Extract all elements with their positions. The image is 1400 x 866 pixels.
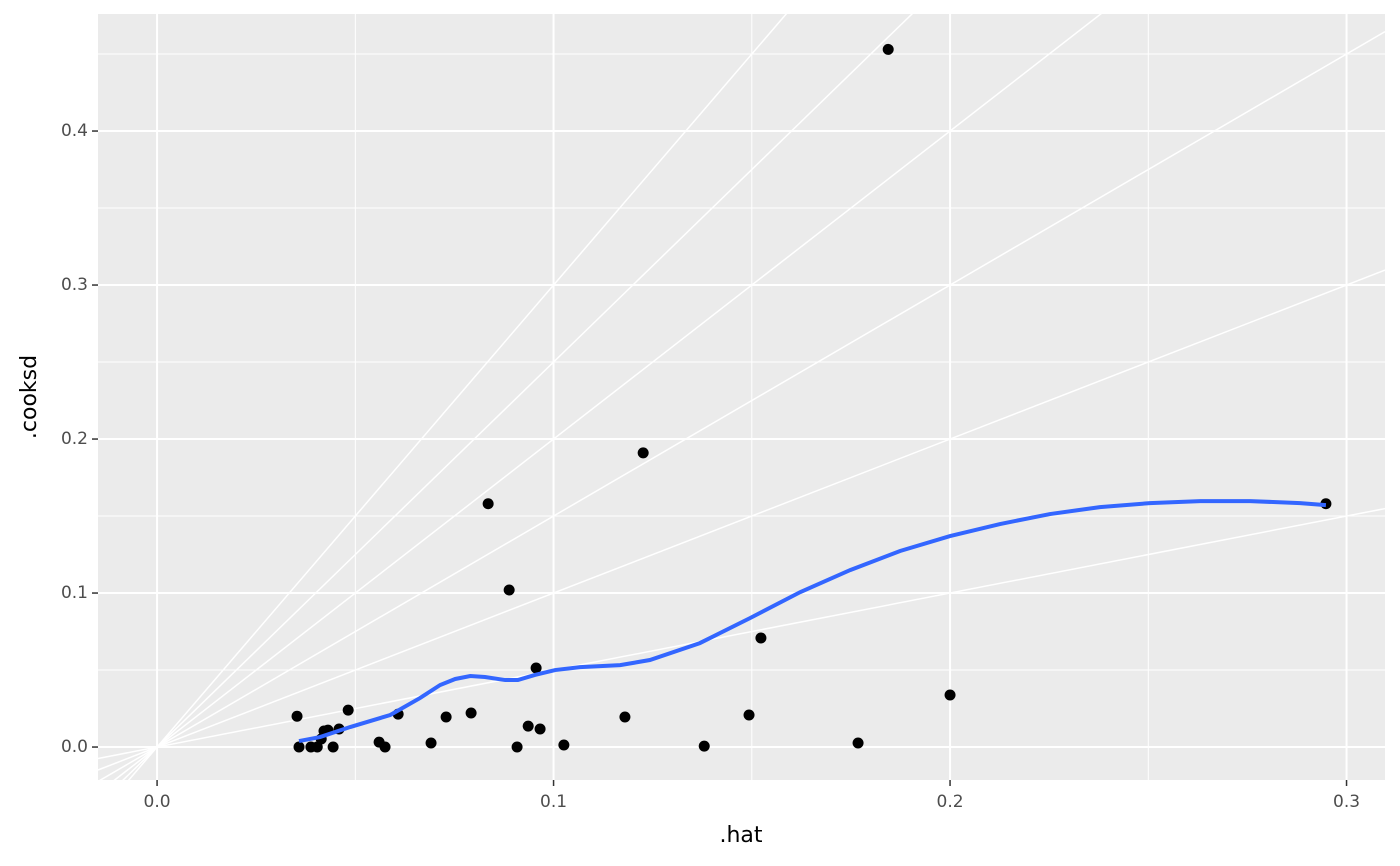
y-tick-label: 0.0 (61, 737, 88, 757)
point (530, 662, 542, 674)
reference-line (98, 269, 1385, 771)
reference-line (122, 14, 914, 780)
point (327, 741, 339, 753)
point (619, 711, 631, 723)
point (743, 709, 755, 721)
x-tick-label: 0.1 (540, 792, 567, 812)
y-tick-label: 0.1 (61, 583, 88, 603)
point (755, 632, 767, 644)
point (440, 711, 452, 723)
point (293, 741, 305, 753)
reference-line (127, 14, 788, 780)
reference-line (113, 14, 1102, 780)
point (425, 737, 437, 749)
point (482, 498, 494, 510)
point (522, 720, 534, 732)
y-axis-title: .cooksd (17, 355, 42, 439)
x-tick-label: 0.0 (144, 792, 171, 812)
point (503, 584, 515, 596)
point (944, 689, 956, 701)
y-tick-label: 0.3 (61, 275, 88, 295)
y-tick-label: 0.4 (61, 121, 88, 141)
point (637, 447, 649, 459)
grid (98, 14, 1385, 780)
point (511, 741, 523, 753)
point (342, 704, 354, 716)
point (534, 723, 546, 735)
reference-line (99, 30, 1385, 780)
marks (98, 14, 1385, 780)
point (698, 740, 710, 752)
point (882, 43, 894, 55)
point (558, 739, 570, 751)
x-tick-label: 0.3 (1333, 792, 1360, 812)
point (379, 741, 391, 753)
x-axis-title: .hat (719, 823, 762, 848)
x-tick-label: 0.2 (937, 792, 964, 812)
panel (98, 14, 1385, 780)
point (291, 710, 303, 722)
smooth-line (298, 499, 1327, 744)
axes: 0.0 0.1 0.2 0.3 0.0 0.1 0.2 0.3 0.4 (61, 121, 1360, 812)
y-tick-label: 0.2 (61, 429, 88, 449)
point (852, 737, 864, 749)
reference-line (98, 507, 1385, 760)
point (465, 707, 477, 719)
